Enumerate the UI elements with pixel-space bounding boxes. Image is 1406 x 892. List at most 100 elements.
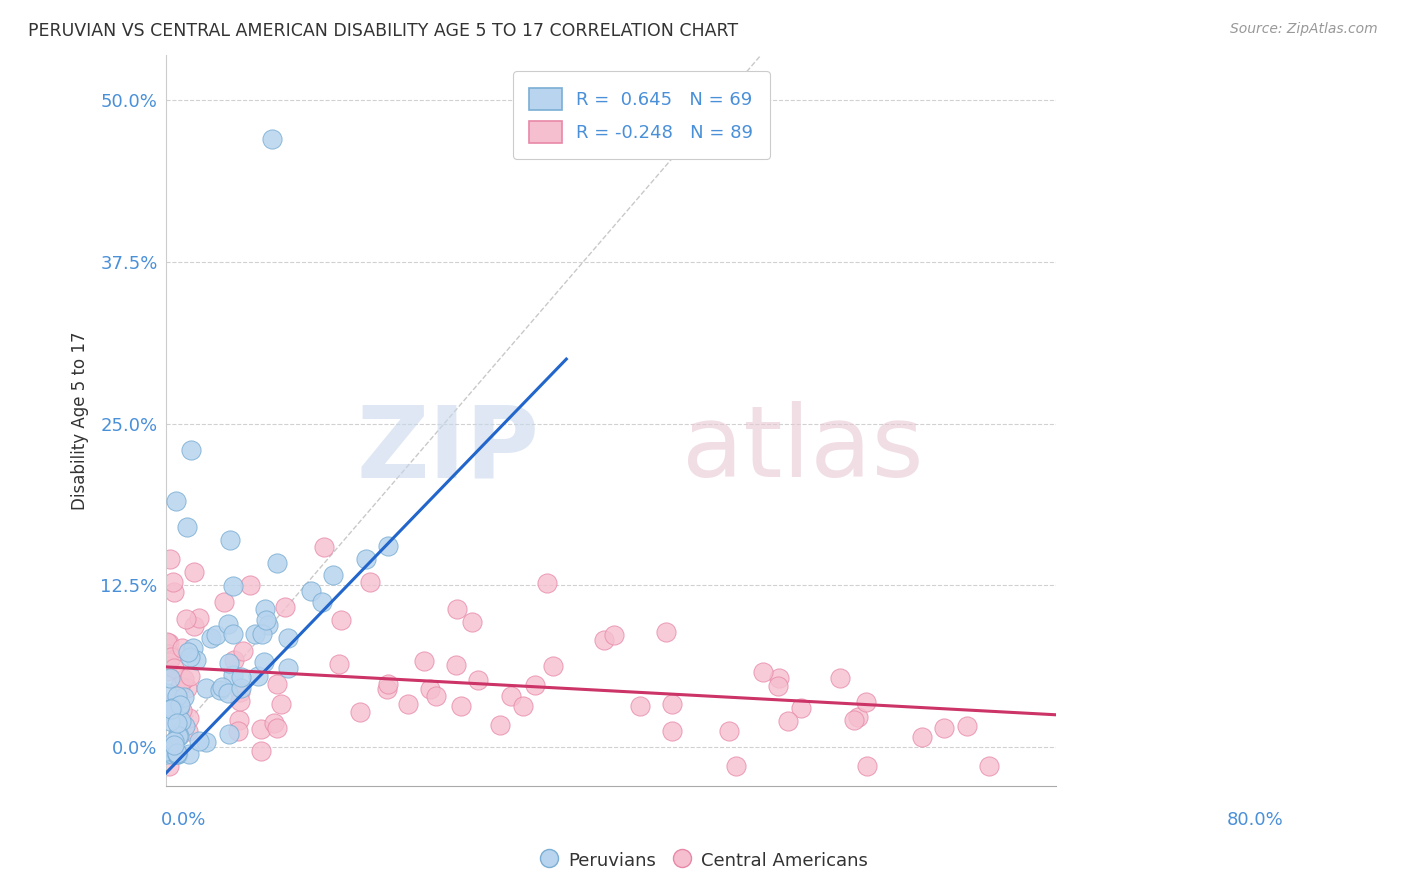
Point	[396, 697, 419, 711]
Point	[377, 676, 399, 690]
Point	[163, 585, 186, 599]
Point	[163, 733, 186, 747]
Point	[195, 681, 218, 696]
Point	[375, 682, 398, 697]
Point	[260, 132, 283, 146]
Point	[855, 696, 877, 710]
Point	[188, 734, 211, 748]
Point	[156, 665, 179, 679]
Text: ZIP: ZIP	[357, 401, 540, 499]
Point	[159, 714, 181, 728]
Point	[173, 672, 195, 686]
Point	[592, 633, 614, 648]
Point	[160, 741, 183, 756]
Point	[354, 552, 377, 566]
Point	[166, 746, 188, 760]
Point	[766, 679, 789, 693]
Point	[250, 723, 273, 737]
Point	[536, 575, 558, 590]
Point	[425, 690, 447, 704]
Point	[222, 653, 245, 667]
Text: atlas: atlas	[682, 401, 924, 499]
Point	[226, 724, 249, 739]
Point	[157, 655, 180, 669]
Point	[218, 533, 240, 548]
Point	[460, 615, 482, 630]
Point	[855, 759, 877, 773]
Point	[180, 442, 202, 457]
Point	[218, 657, 240, 671]
Point	[232, 644, 254, 658]
Point	[217, 617, 239, 632]
Legend: Peruvians, Central Americans: Peruvians, Central Americans	[530, 842, 876, 879]
Point	[167, 701, 190, 715]
Point	[163, 661, 186, 675]
Point	[160, 743, 183, 757]
Point	[163, 740, 186, 755]
Point	[661, 697, 683, 711]
Point	[603, 628, 626, 642]
Point	[328, 657, 350, 671]
Point	[467, 673, 489, 687]
Point	[183, 566, 205, 580]
Point	[299, 583, 322, 598]
Point	[231, 681, 253, 696]
Point	[155, 658, 177, 673]
Point	[167, 729, 190, 743]
Point	[231, 670, 253, 684]
Point	[166, 726, 188, 740]
Point	[246, 669, 269, 683]
Point	[228, 714, 250, 728]
Point	[159, 700, 181, 714]
Text: 80.0%: 80.0%	[1226, 812, 1284, 830]
Point	[209, 682, 232, 697]
Point	[200, 632, 222, 646]
Point	[169, 679, 191, 693]
Point	[173, 690, 195, 704]
Point	[157, 759, 180, 773]
Point	[222, 579, 245, 593]
Point	[655, 624, 678, 639]
Point	[274, 600, 297, 615]
Point	[176, 681, 198, 695]
Text: 0.0%: 0.0%	[160, 812, 205, 830]
Point	[844, 713, 866, 727]
Point	[165, 747, 187, 761]
Point	[630, 698, 652, 713]
Point	[828, 672, 851, 686]
Point	[179, 650, 201, 665]
Point	[170, 714, 193, 729]
Point	[266, 556, 288, 570]
Point	[311, 595, 333, 609]
Point	[162, 575, 184, 590]
Point	[177, 724, 200, 739]
Point	[179, 668, 201, 682]
Point	[159, 647, 181, 661]
Point	[166, 747, 188, 761]
Point	[977, 759, 1000, 773]
Point	[159, 671, 181, 685]
Point	[160, 702, 183, 716]
Point	[661, 723, 683, 738]
Point	[166, 747, 188, 761]
Point	[157, 647, 180, 661]
Point	[911, 730, 934, 744]
Point	[725, 759, 748, 773]
Point	[250, 744, 273, 758]
Point	[229, 684, 252, 698]
Point	[266, 677, 288, 691]
Point	[846, 710, 869, 724]
Point	[254, 602, 277, 616]
Point	[217, 686, 239, 700]
Point	[413, 654, 436, 668]
Point	[955, 719, 977, 733]
Point	[450, 699, 472, 714]
Point	[159, 741, 181, 756]
Point	[169, 698, 191, 713]
Point	[157, 696, 180, 710]
Point	[160, 649, 183, 664]
Point	[377, 539, 399, 553]
Legend: R =  0.645   N = 69, R = -0.248   N = 89: R = 0.645 N = 69, R = -0.248 N = 89	[513, 71, 769, 159]
Point	[179, 747, 201, 761]
Point	[156, 747, 179, 761]
